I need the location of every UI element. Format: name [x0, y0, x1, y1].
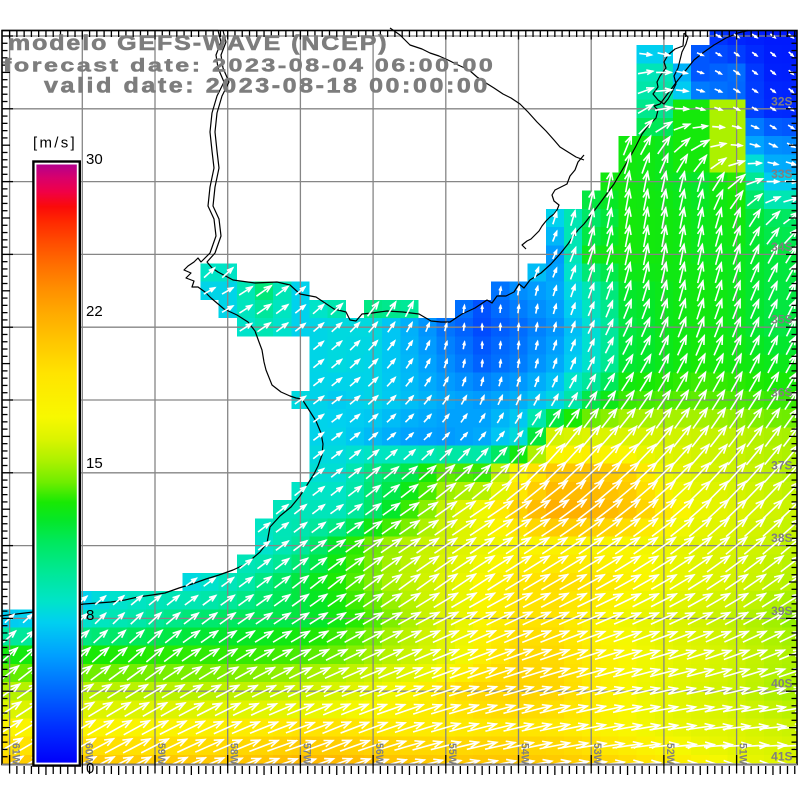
svg-text:55W: 55W	[446, 743, 458, 765]
svg-text:54W: 54W	[519, 743, 531, 765]
svg-text:39S: 39S	[771, 604, 792, 618]
svg-text:forecast date: 2023-08-04 06:0: forecast date: 2023-08-04 06:00:00	[3, 55, 495, 76]
svg-text:41S: 41S	[771, 750, 792, 764]
svg-text:modelo GEFS-WAVE (NCEP): modelo GEFS-WAVE (NCEP)	[8, 31, 389, 55]
svg-text:53W: 53W	[591, 743, 603, 765]
svg-text:51W: 51W	[737, 743, 749, 765]
svg-text:52W: 52W	[664, 743, 676, 765]
svg-text:57W: 57W	[300, 743, 312, 765]
svg-text:32S: 32S	[771, 94, 792, 108]
svg-text:37S: 37S	[771, 458, 792, 472]
svg-text:8: 8	[86, 607, 94, 624]
svg-text:56W: 56W	[373, 743, 385, 765]
svg-text:60W: 60W	[82, 743, 94, 765]
svg-text:22: 22	[86, 303, 103, 320]
svg-text:34S: 34S	[771, 240, 792, 254]
svg-text:30: 30	[86, 151, 103, 168]
svg-text:59W: 59W	[155, 743, 167, 765]
svg-text:0: 0	[86, 760, 94, 777]
svg-text:58W: 58W	[228, 743, 240, 765]
svg-text:35S: 35S	[771, 313, 792, 327]
svg-text:38S: 38S	[771, 531, 792, 545]
svg-text:40S: 40S	[771, 677, 792, 691]
svg-text:61W: 61W	[10, 743, 22, 765]
svg-text:[m/s]: [m/s]	[33, 135, 77, 152]
svg-text:33S: 33S	[771, 167, 792, 181]
svg-text:36S: 36S	[771, 386, 792, 400]
svg-text:valid date: 2023-08-18 00:00:0: valid date: 2023-08-18 00:00:00	[44, 73, 490, 97]
svg-text:15: 15	[86, 455, 103, 472]
